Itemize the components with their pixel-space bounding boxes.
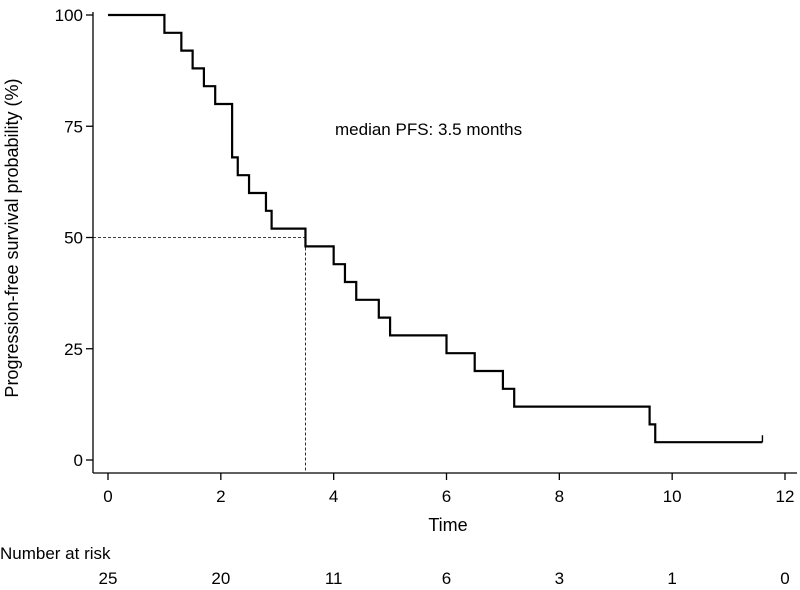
- y-tick-label: 50: [64, 229, 83, 248]
- median-annotation: median PFS: 3.5 months: [335, 120, 522, 139]
- risk-count: 1: [667, 569, 676, 588]
- risk-count: 6: [442, 569, 451, 588]
- risk-count: 11: [325, 569, 343, 588]
- x-tick-label: 6: [442, 487, 451, 506]
- x-tick-label: 4: [329, 487, 338, 506]
- y-tick-label: 100: [55, 6, 83, 25]
- x-tick-label: 10: [663, 487, 682, 506]
- axes: 0 25 50 75 100 0 2 4 6 8 10 12: [55, 6, 797, 506]
- risk-count: 25: [99, 569, 118, 588]
- risk-table-title: Number at risk: [0, 544, 111, 563]
- series-group: [108, 13, 764, 444]
- risk-table: 25 20 11 6 3 1 0: [99, 569, 790, 588]
- risk-count: 3: [555, 569, 564, 588]
- x-tick-label: 0: [103, 487, 112, 506]
- y-tick-label: 0: [74, 451, 83, 470]
- y-axis-title: Progression-free survival probability (%…: [2, 78, 22, 397]
- risk-count: 20: [211, 569, 230, 588]
- y-tick-label: 75: [64, 117, 83, 136]
- x-tick-label: 2: [216, 487, 225, 506]
- y-tick-label: 25: [64, 340, 83, 359]
- survival-step-line: [108, 13, 763, 444]
- x-tick-label: 12: [776, 487, 795, 506]
- x-axis-title: Time: [428, 515, 467, 535]
- x-tick-label: 8: [555, 487, 564, 506]
- risk-count: 0: [780, 569, 789, 588]
- median-guides: [93, 237, 306, 473]
- labels-group: median PFS: 3.5 months Time Progression-…: [0, 78, 522, 563]
